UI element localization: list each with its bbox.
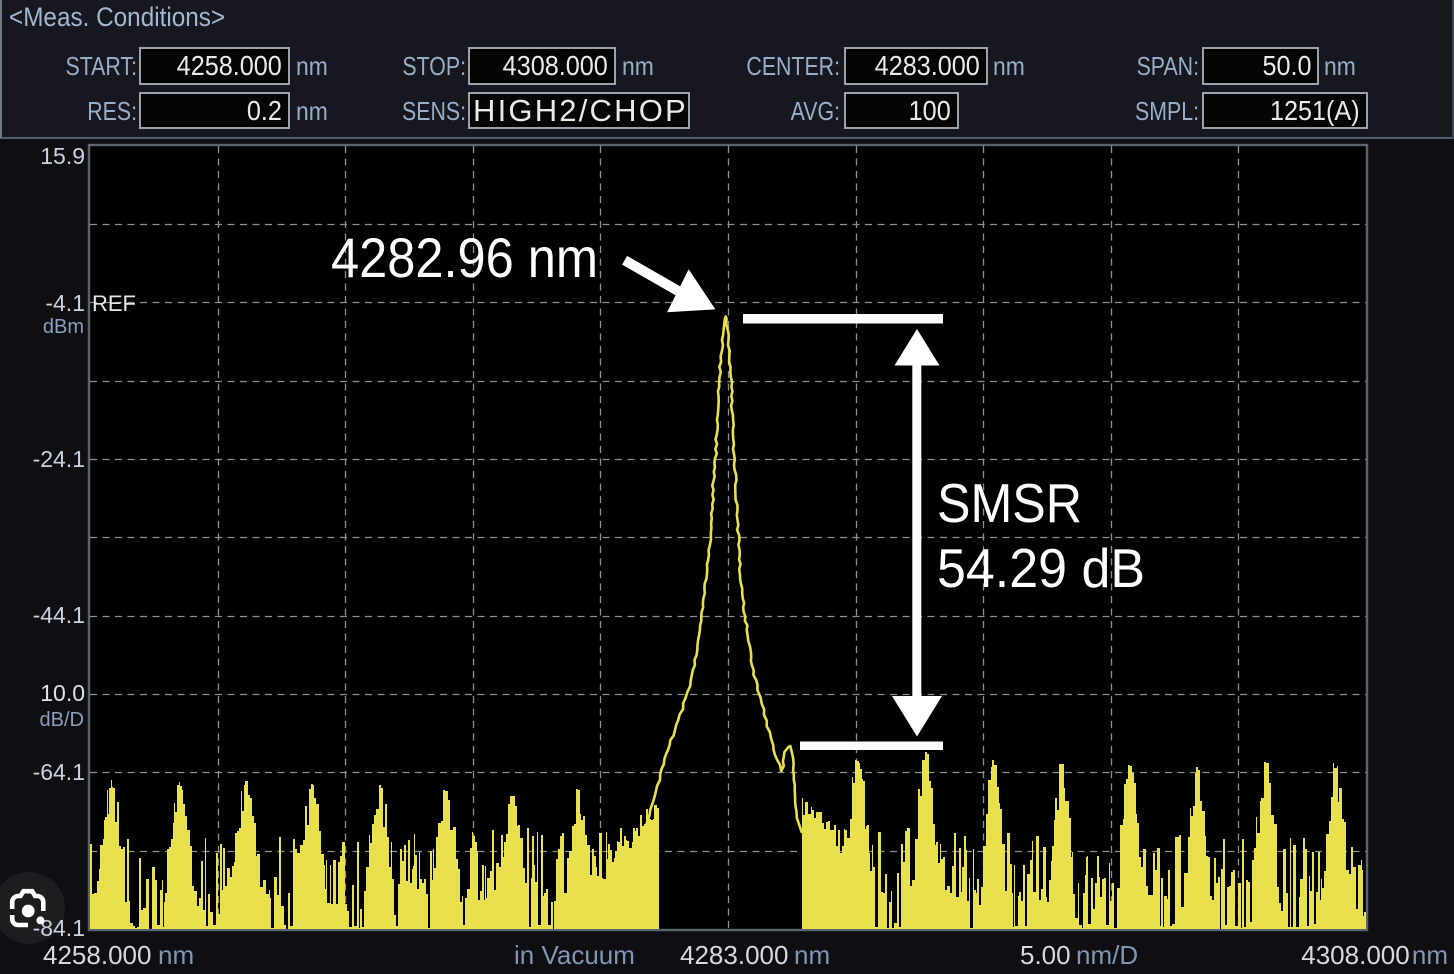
svg-text:4283.000: 4283.000: [680, 940, 788, 970]
svg-text:-24.1: -24.1: [33, 446, 85, 472]
svg-text:in Vacuum: in Vacuum: [514, 940, 635, 970]
svg-text:nm/D: nm/D: [1076, 940, 1138, 970]
svg-text:4282.96 nm: 4282.96 nm: [331, 226, 598, 289]
svg-text:-64.1: -64.1: [33, 759, 85, 785]
svg-text:SMSR: SMSR: [937, 472, 1082, 534]
svg-text:-44.1: -44.1: [33, 602, 85, 628]
svg-text:15.9: 15.9: [40, 143, 85, 169]
svg-text:nm: nm: [158, 940, 194, 970]
svg-text:10.0: 10.0: [40, 680, 85, 706]
svg-text:54.29 dB: 54.29 dB: [937, 537, 1145, 599]
svg-text:4258.000: 4258.000: [43, 940, 151, 970]
svg-text:dBm: dBm: [43, 316, 84, 338]
svg-text:REF: REF: [92, 291, 136, 316]
svg-text:nm: nm: [794, 940, 830, 970]
svg-text:-4.1: -4.1: [45, 290, 85, 316]
svg-text:dB/D: dB/D: [40, 709, 84, 731]
svg-text:4308.000 nm: 4308.000 nm: [1301, 940, 1448, 970]
svg-text:5.00: 5.00: [1020, 940, 1071, 970]
